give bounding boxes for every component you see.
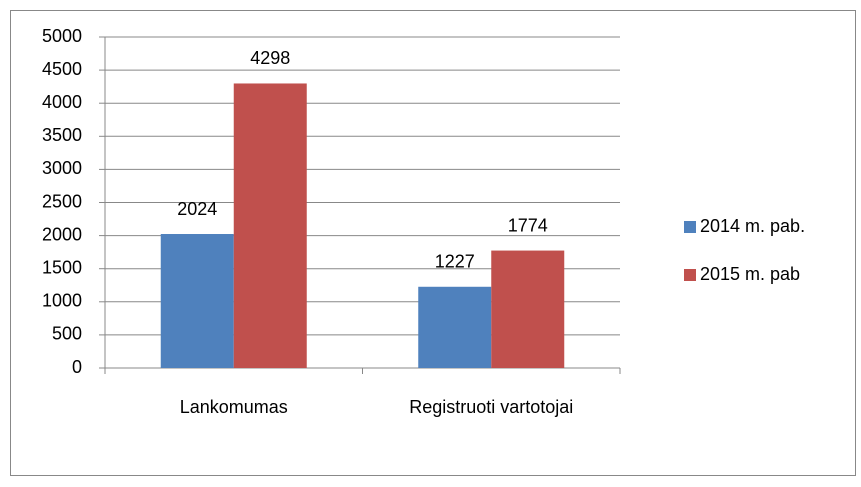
legend-label: 2014 m. pab.	[700, 216, 805, 236]
bar	[491, 250, 565, 368]
y-tick-label: 2000	[42, 224, 82, 244]
y-tick-label: 3000	[42, 158, 82, 178]
data-label: 1774	[508, 215, 548, 235]
data-label: 1227	[435, 252, 475, 272]
x-tick-label: Registruoti vartotojai	[409, 397, 573, 417]
legend-swatch	[684, 221, 696, 233]
legend-label: 2015 m. pab	[700, 264, 800, 284]
chart-frame	[10, 10, 856, 476]
y-tick-label: 1500	[42, 257, 82, 277]
y-tick-label: 0	[72, 357, 82, 377]
y-tick-label: 4500	[42, 59, 82, 79]
legend-swatch	[684, 269, 696, 281]
bar	[160, 234, 234, 368]
data-label: 2024	[177, 199, 217, 219]
data-label: 4298	[250, 48, 290, 68]
y-tick-label: 2500	[42, 191, 82, 211]
y-tick-label: 1000	[42, 291, 82, 311]
y-tick-label: 3500	[42, 125, 82, 145]
y-tick-label: 4000	[42, 92, 82, 112]
y-tick-label: 5000	[42, 26, 82, 46]
y-tick-label: 500	[52, 324, 82, 344]
x-tick-label: Lankomumas	[180, 397, 288, 417]
bar	[233, 83, 307, 368]
bar	[418, 286, 492, 368]
